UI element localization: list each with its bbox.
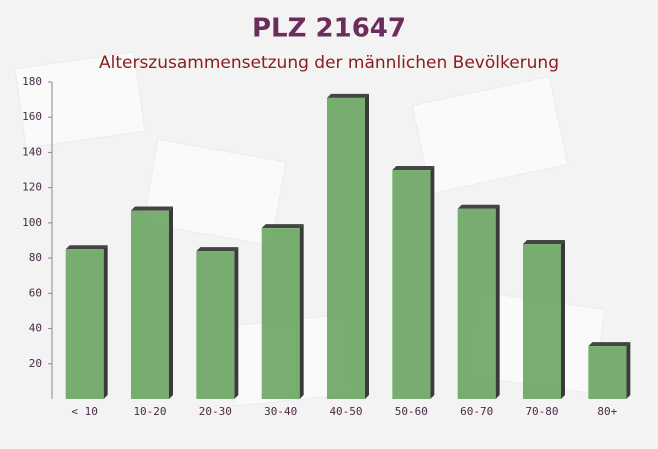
y-tick-label: 80 [29,251,42,264]
x-tick-label: < 10 [71,405,98,418]
bar-face [457,208,496,399]
y-tick-label: 40 [29,322,42,335]
x-tick-label: 40-50 [329,405,362,418]
y-tick-label: 140 [22,145,42,158]
y-tick-label: 20 [29,357,42,370]
bar [196,247,239,399]
bar-face [131,210,169,399]
bar-top [131,206,173,211]
x-tick-label: 20-30 [199,405,232,418]
bar-side [561,240,565,399]
bar-top [65,245,108,250]
bar-face [196,251,235,399]
bar-side [430,166,435,399]
x-tick-label: 50-60 [395,405,428,418]
bar-side [365,93,369,399]
y-tick-label: 160 [22,110,42,123]
bar-top [327,93,369,98]
y-tick-label: 180 [22,75,42,88]
bar-face [392,170,431,399]
x-tick-label: 70-80 [525,405,558,418]
bar [457,204,500,399]
bar-side [234,247,239,399]
bar-top [523,240,565,245]
bar-top [196,247,239,252]
bar-side [169,206,173,399]
bar-face [261,228,300,399]
bar-face [588,346,627,399]
x-tick-label: 10-20 [133,405,166,418]
bar-top [457,204,500,209]
bar-side [495,204,500,399]
chart-title: PLZ 21647 [252,14,406,44]
y-tick-label: 120 [22,181,42,194]
y-tick-label: 60 [29,286,42,299]
y-tick-label: 100 [22,216,42,229]
x-tick-label: 80+ [597,405,617,418]
bar [327,93,369,399]
bar [261,224,304,399]
bar-top [588,342,631,347]
bar-top [261,224,304,229]
x-tick-label: 30-40 [264,405,297,418]
bar [523,240,565,399]
chart-subtitle: Alterszusammensetzung der männlichen Bev… [99,53,559,73]
bar-side [626,342,631,399]
x-tick-label: 60-70 [460,405,493,418]
bar-top [392,166,435,171]
bar-face [327,97,365,399]
bar-side [299,224,304,399]
bar [65,245,108,399]
bar-face [65,249,104,399]
bar [588,342,631,399]
bar [392,166,435,399]
bar [131,206,173,399]
bar-side [103,245,108,399]
bar-face [523,244,561,399]
